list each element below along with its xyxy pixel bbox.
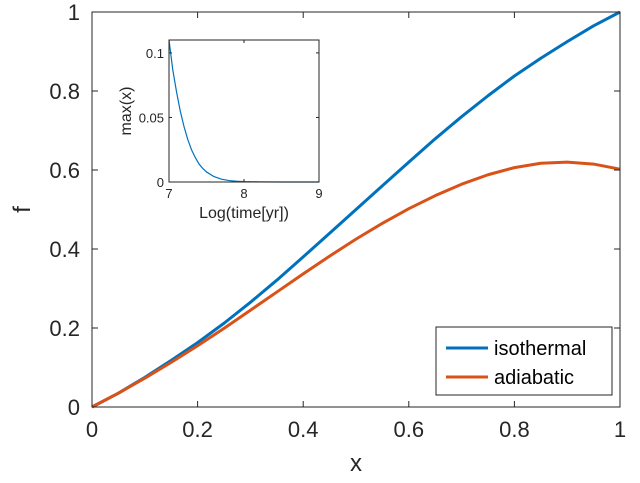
x-tick-label: 0 [86, 417, 98, 442]
y-tick-label: 1 [68, 0, 80, 25]
legend: isothermal adiabatic [435, 326, 613, 396]
inset-plot: 7 8 9 0 0.05 0.1 Log(time[yr]) max(x) [118, 39, 323, 222]
y-tick-label: 0.6 [49, 158, 80, 183]
x-tick-label: 0.2 [182, 417, 213, 442]
x-tick-label: 0.6 [394, 417, 425, 442]
inset-y-tick-label: 0 [157, 175, 164, 190]
isothermal-line [91, 10, 621, 409]
axes-box [91, 11, 621, 408]
x-tick-label: 1 [614, 417, 626, 442]
x-axis-label: x [350, 450, 362, 477]
y-tick-label: 0 [68, 395, 80, 420]
inset-x-tick-label: 9 [315, 186, 322, 201]
y-tick-label: 0.4 [49, 237, 80, 262]
inset-x-axis-label: Log(time[yr]) [199, 205, 289, 222]
inset-x-tick-label: 7 [165, 186, 172, 201]
y-axis-label: f [9, 206, 36, 213]
y-tick-label: 0.2 [49, 316, 80, 341]
adiabatic-line [91, 160, 621, 409]
legend-label-isothermal: isothermal [494, 338, 586, 360]
inset-x-tick-label: 8 [240, 186, 247, 201]
y-tick-label: 0.8 [49, 79, 80, 104]
inset-y-axis-label: max(x) [118, 87, 135, 136]
x-tick-label: 0.4 [288, 417, 319, 442]
inset-y-tick-label: 0.05 [139, 110, 164, 125]
legend-box [435, 326, 613, 396]
inset-plot-area [169, 40, 319, 182]
x-tick-label: 0.8 [499, 417, 530, 442]
inset-y-tick-label: 0.1 [146, 46, 164, 61]
legend-label-adiabatic: adiabatic [494, 367, 574, 389]
